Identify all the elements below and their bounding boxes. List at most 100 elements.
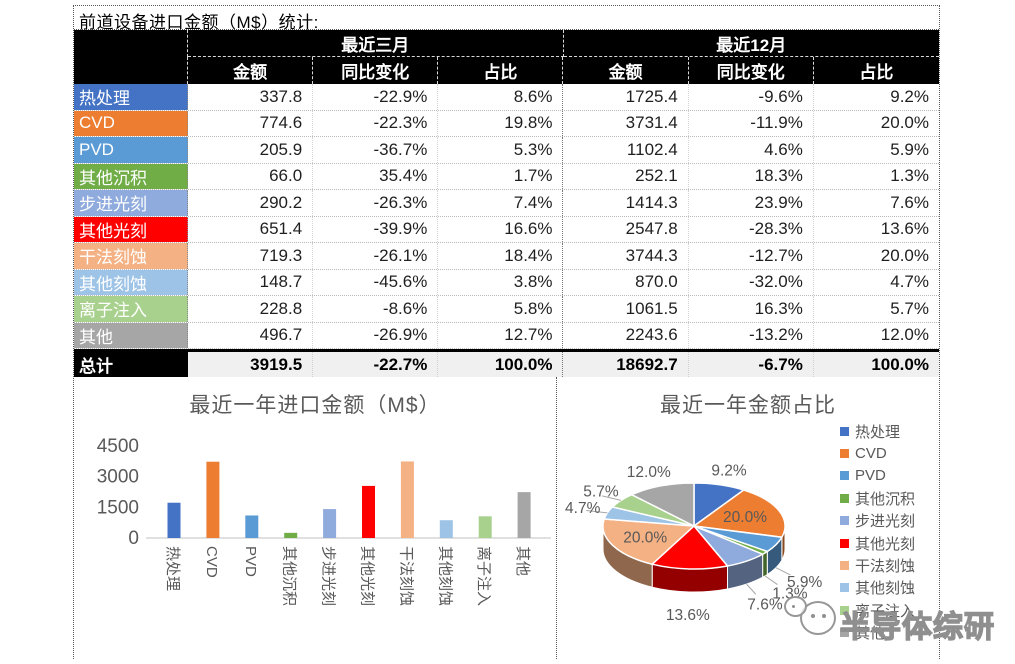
bar-chart: 最近一年进口金额（M$） 0 1500 3000 4500 热处理 CVD PVD 其他沉积 步… [74, 377, 557, 659]
bar-y-tick-label: 0 [128, 528, 139, 549]
bar-x-category-label: 步进光刻 [320, 546, 337, 606]
legend-label: 其他 [855, 625, 886, 643]
bar-其他光刻 [362, 485, 375, 538]
pie-slice-其他 [629, 482, 695, 528]
m12-yoy-cell: -13.2% [689, 322, 814, 348]
row-label: 其他刻蚀 [74, 269, 188, 295]
sub-header-m12-share-cell: 占比 [813, 57, 939, 84]
legend-item-离子注入: 离子注入 [840, 599, 938, 621]
table-row: PVD 205.9 -36.7% 5.3% 1102.4 4.6% 5.9% [74, 137, 939, 164]
m12-share-cell: 20.0% [880, 245, 929, 265]
m3-share-cell: 5.3% [438, 137, 564, 163]
m3-amount-cell: 66.0 [188, 163, 314, 189]
table-row: 离子注入 228.8 -8.6% 5.8% 1061.5 16.3% 5.7% [74, 296, 939, 323]
bar-步进光刻 [323, 509, 337, 538]
m12-share-cell: 5.9% [890, 139, 929, 159]
legend-swatch-icon [840, 561, 849, 571]
m12-yoy-cell: -9.6% [689, 84, 814, 110]
bar-其他刻蚀 [439, 520, 453, 538]
table-row: 步进光刻 290.2 -26.3% 7.4% 1414.3 23.9% 7.6% [74, 190, 939, 217]
bar-y-tick-label: 3000 [97, 467, 139, 488]
legend-swatch-icon [840, 516, 849, 526]
m12-amount-cell: 3731.4 [563, 110, 689, 136]
legend-label: 其他光刻 [855, 535, 916, 553]
m3-amount-cell: 290.2 [188, 190, 314, 216]
pie-label-leader-line [764, 575, 778, 585]
legend-item-干法刻蚀: 干法刻蚀 [840, 554, 938, 576]
bar-x-category-label: 热处理 [164, 546, 181, 591]
total-row-label: 总计 [74, 352, 188, 377]
m3-yoy-cell: -8.6% [313, 296, 439, 322]
legend-item-CVD: CVD [840, 442, 938, 464]
m3-amount-cell: 148.7 [188, 269, 314, 295]
m12-amount-cell: 252.1 [563, 163, 689, 189]
stats-table-total-row: 总计 3919.5 -22.7% 100.0% 18692.7 -6.7% 100.0% [74, 349, 939, 377]
row-label: 热处理 [74, 84, 188, 110]
bar-热处理 [167, 502, 181, 538]
m3-yoy-cell: -36.7% [313, 137, 439, 163]
pie-chart-legend: 热处理 CVD PVD 其他沉积 步进光刻 其他光刻 干法刻蚀 其他刻蚀 离子注入 其他 [840, 420, 938, 644]
m12-share-cell: 7.6% [890, 192, 929, 212]
total-m12-share-cell: 100.0% [813, 352, 939, 377]
m12-yoy-cell: 23.9% [689, 190, 814, 216]
legend-item-PVD: PVD [840, 465, 938, 487]
m3-amount-cell: 651.4 [188, 216, 314, 242]
row-label: CVD [74, 110, 188, 136]
bar-y-tick-label: 4500 [97, 436, 139, 457]
legend-swatch-icon [840, 471, 849, 481]
pie-slice-CVD [692, 489, 786, 539]
m3-amount-cell: 205.9 [188, 137, 314, 163]
bar-y-tick-label: 1500 [97, 497, 139, 518]
table-row: 其他沉积 66.0 35.4% 1.7% 252.1 18.3% 1.3% [74, 163, 939, 190]
bar-x-category-label: PVD [242, 546, 259, 577]
legend-swatch-icon [840, 583, 849, 593]
legend-label: PVD [855, 467, 886, 485]
legend-swatch-icon [840, 426, 849, 436]
row-label: 其他 [74, 322, 188, 348]
stats-table-header: 最近三月 最近12月 金额 同比变化 占比 金额 同比变化 占比 [74, 30, 939, 84]
bar-x-category-label: 其他刻蚀 [436, 546, 453, 606]
m3-share-cell: 12.7% [438, 322, 564, 348]
bar-x-category-label: CVD [203, 546, 220, 578]
pie-label-leader-line [775, 567, 791, 576]
pie-data-label-离子注入: 5.7% [583, 483, 619, 500]
m12-yoy-cell: 18.3% [689, 163, 814, 189]
total-m3-yoy-cell: -22.7% [313, 352, 439, 377]
pie-data-label-其他: 12.0% [627, 464, 671, 481]
legend-item-步进光刻: 步进光刻 [840, 510, 938, 532]
bar-CVD [206, 461, 220, 538]
m12-share-cell: 1.3% [890, 166, 929, 186]
legend-label: 热处理 [855, 423, 901, 441]
m3-share-cell: 7.4% [438, 190, 564, 216]
legend-item-其他光刻: 其他光刻 [840, 532, 938, 554]
total-m12-yoy-cell: -6.7% [688, 352, 814, 377]
bar-PVD [245, 515, 259, 538]
table-row: 热处理 337.8 -22.9% 8.6% 1725.4 -9.6% 9.2% [74, 84, 939, 111]
legend-label: 其他沉积 [855, 490, 916, 508]
table-group-header-row: 最近三月 最近12月 [74, 30, 939, 57]
m12-share-cell: 20.0% [880, 113, 929, 133]
m12-share-cell: 12.0% [880, 325, 929, 345]
m12-share-cell: 13.6% [880, 219, 929, 239]
report-frame: 前道设备进口金额（M$）统计: 最近三月 最近12月 金额 同比变化 占比 金额 同比变化占… [73, 5, 940, 659]
m3-yoy-cell: -26.1% [313, 243, 439, 269]
pie-label-leader-line [586, 510, 608, 514]
pie-chart-plot: 9.2%20.0%5.9%1.3%7.6%13.6%20.0%4.7%5.7%1… [565, 462, 822, 624]
bar-x-category-label: 其他沉积 [281, 546, 298, 606]
charts-area: 最近一年进口金额（M$） 0 1500 3000 4500 热处理 CVD PVD 其他沉积步… [74, 377, 939, 659]
legend-swatch-icon [840, 449, 849, 459]
row-label: 离子注入 [74, 296, 188, 322]
m3-share-cell: 8.6% [438, 84, 564, 110]
pie-data-label-其他刻蚀: 4.7% [565, 500, 601, 517]
legend-swatch-icon [840, 493, 849, 503]
legend-item-其他: 其他 [840, 622, 938, 644]
m12-share-cell: 9.2% [890, 86, 929, 106]
table-sub-header-row: 金额 同比变化 占比 金额 同比变化 占比 [74, 57, 939, 84]
m12-amount-cell: 1725.4 [563, 84, 689, 110]
bar-干法刻蚀 [400, 461, 414, 538]
m3-yoy-cell: -45.6% [313, 269, 439, 295]
legend-swatch-icon [840, 605, 849, 615]
pie-data-label-干法刻蚀: 20.0% [623, 530, 667, 547]
bar-离子注入 [478, 516, 492, 538]
legend-swatch-icon [840, 628, 849, 638]
